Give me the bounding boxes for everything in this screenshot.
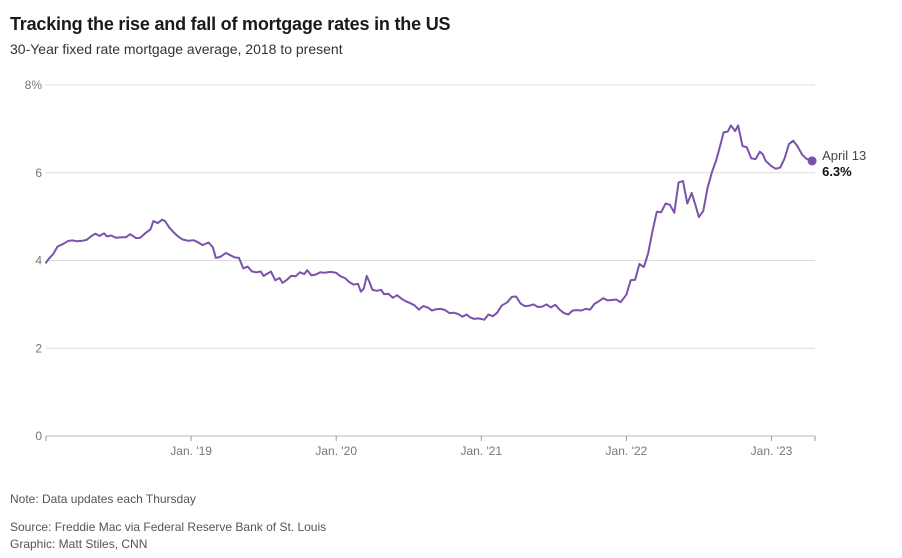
y-tick-label: 2	[35, 341, 42, 355]
y-tick-label: 4	[35, 254, 42, 268]
annotation-layer: April 136.3%	[807, 148, 866, 179]
y-tick-label: 0	[35, 429, 42, 443]
chart-subtitle: 30-Year fixed rate mortgage average, 201…	[10, 41, 343, 57]
source-credit: Source: Freddie Mac via Federal Reserve …	[10, 520, 327, 534]
end-point-marker	[807, 156, 817, 166]
x-tick-label: Jan. '23	[751, 444, 793, 458]
end-date-label: April 13	[822, 148, 866, 163]
end-value-label: 6.3%	[822, 164, 852, 179]
x-tick-label: Jan. '22	[606, 444, 648, 458]
series-line	[45, 124, 814, 321]
x-tick-label: Jan. '20	[315, 444, 357, 458]
axis-layer: 0 2 4 6 8% Jan. '19 Jan. '20 Jan. '21 Jan. '22 Ja…	[25, 78, 816, 458]
x-tick-label: Jan. '21	[460, 444, 502, 458]
graphic-credit: Graphic: Matt Stiles, CNN	[10, 537, 148, 551]
grid-layer	[46, 84, 815, 437]
data-note: Note: Data updates each Thursday	[10, 492, 196, 506]
line-chart: 0 2 4 6 8% Jan. '19 Jan. '20 Jan. '21 Jan. '22 Ja…	[25, 78, 867, 458]
y-tick-label: 6	[35, 166, 42, 180]
chart-title: Tracking the rise and fall of mortgage r…	[10, 14, 451, 34]
y-tick-label: 8%	[25, 78, 43, 92]
x-tick-label: Jan. '19	[170, 444, 212, 458]
series-layer	[45, 124, 814, 321]
